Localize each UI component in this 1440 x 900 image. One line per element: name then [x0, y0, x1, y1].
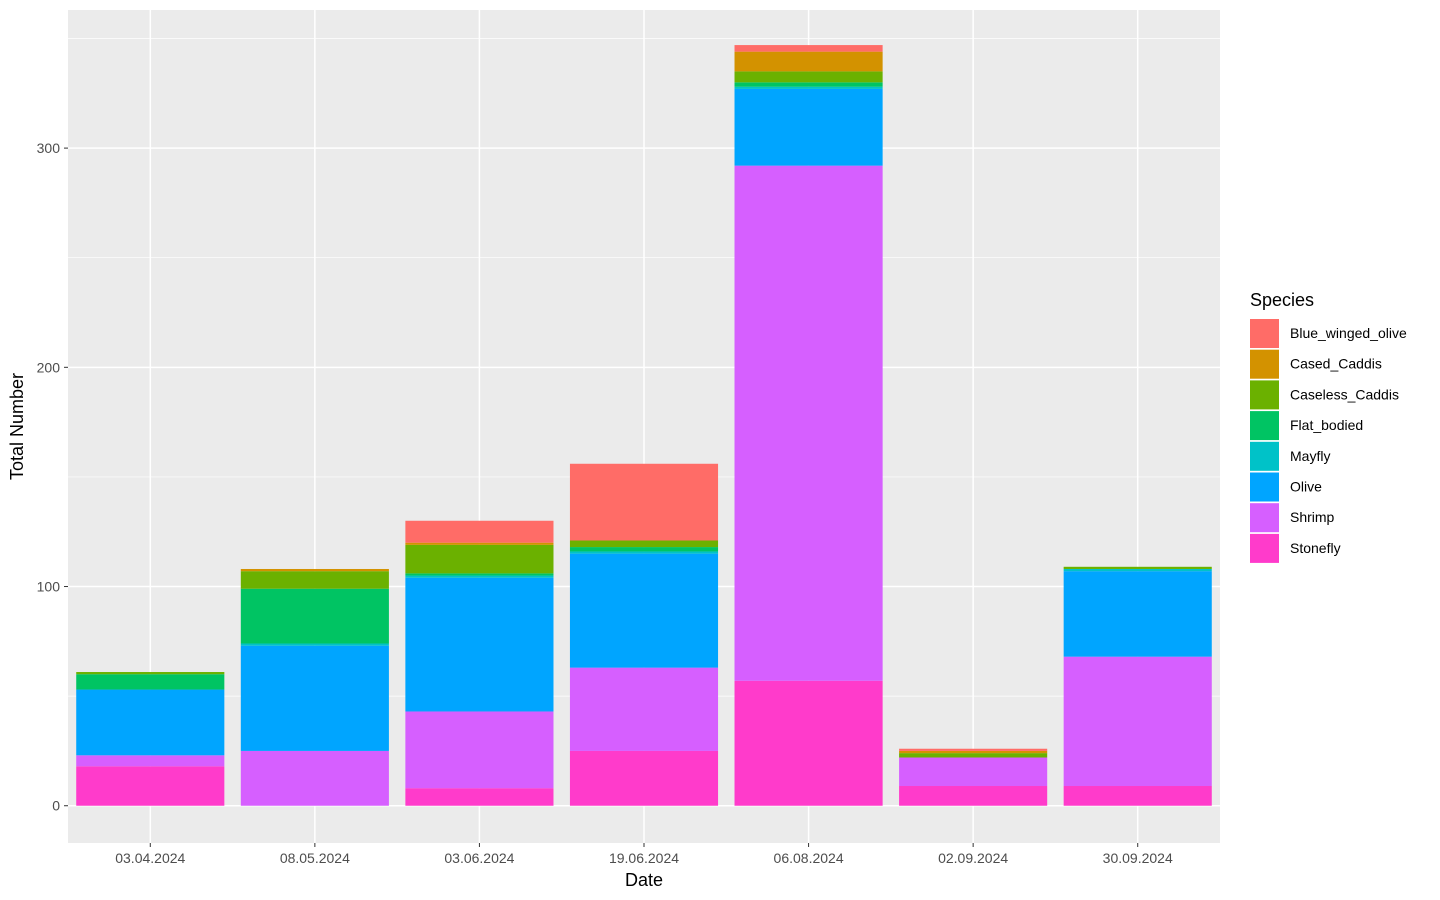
legend-key-flat-bodied: [1250, 411, 1279, 441]
bar-segment-blue-winged-olive-4: [734, 45, 883, 52]
bar-segment-mayfly-2: [405, 575, 554, 578]
x-tick-label: 06.08.2024: [774, 850, 844, 866]
x-axis: 03.04.2024 08.05.2024 03.06.2024 19.06.2024…: [115, 843, 1173, 866]
y-axis-title: Total Number: [7, 373, 27, 480]
legend-key-shrimp: [1250, 503, 1279, 533]
y-tick-label: 200: [37, 359, 61, 375]
bar-segment-olive-6: [1063, 571, 1212, 657]
bar-segment-shrimp-2: [405, 711, 554, 789]
legend-label: Caseless_Caddis: [1290, 386, 1399, 402]
legend-label: Blue_winged_olive: [1290, 325, 1407, 341]
bar-segment-caseless-caddis-6: [1063, 566, 1212, 569]
x-tick-label: 03.06.2024: [444, 850, 514, 866]
bar-segment-blue-winged-olive-3: [569, 463, 719, 541]
bar-segment-flat-bodied-2: [405, 573, 554, 576]
bar-segment-shrimp-4: [734, 165, 883, 681]
legend-key-mayfly: [1250, 441, 1279, 471]
legend-key-stonefly: [1250, 533, 1279, 563]
bar-segment-olive-3: [569, 553, 719, 668]
bar-segment-shrimp-1: [240, 750, 389, 806]
bar-segment-caseless-caddis-1: [240, 571, 389, 589]
bar-segment-stonefly-0: [76, 766, 225, 806]
legend-label: Shrimp: [1290, 509, 1335, 525]
bar-segment-olive-4: [734, 88, 883, 166]
bar-segment-caseless-caddis-5: [899, 753, 1048, 758]
bar-segment-stonefly-4: [734, 680, 883, 806]
y-tick-label: 0: [52, 798, 60, 814]
legend-key-cased-caddis: [1250, 349, 1279, 379]
bar-segment-flat-bodied-1: [240, 588, 389, 644]
legend-key-olive: [1250, 472, 1279, 502]
bar-segment-stonefly-2: [405, 788, 554, 806]
x-tick-label: 30.09.2024: [1103, 850, 1173, 866]
bar-segment-olive-0: [76, 689, 225, 756]
bar-segment-cased-caddis-5: [899, 750, 1048, 754]
x-tick-label: 03.04.2024: [115, 850, 185, 866]
x-axis-title: Date: [625, 870, 663, 890]
legend: Species Blue_winged_olive Cased_Caddis Cas…: [1250, 290, 1407, 563]
bar-segment-flat-bodied-3: [569, 547, 719, 552]
bar-segment-mayfly-1: [240, 643, 389, 646]
legend-label: Stonefly: [1290, 540, 1341, 556]
bar-segment-olive-1: [240, 645, 389, 751]
legend-title: Species: [1250, 290, 1314, 310]
bar-segment-stonefly-5: [899, 786, 1048, 806]
bar-segment-shrimp-6: [1063, 656, 1212, 787]
bar-segment-shrimp-0: [76, 755, 225, 767]
bar-segment-cased-caddis-4: [734, 51, 883, 72]
bar-segment-stonefly-6: [1063, 786, 1212, 806]
bar-segment-cased-caddis-1: [240, 568, 389, 572]
bar-segment-mayfly-6: [1063, 568, 1212, 572]
bar-segment-blue-winged-olive-5: [899, 748, 1048, 751]
x-tick-label: 02.09.2024: [938, 850, 1008, 866]
bar-segment-cased-caddis-2: [405, 542, 554, 545]
bar-segment-shrimp-3: [569, 667, 719, 751]
bar-segment-flat-bodied-0: [76, 674, 225, 690]
bar-segment-olive-2: [405, 577, 554, 712]
legend-label: Flat_bodied: [1290, 417, 1363, 433]
bar-segment-mayfly-4: [734, 86, 883, 89]
legend-key-caseless-caddis: [1250, 380, 1279, 410]
legend-label: Cased_Caddis: [1290, 356, 1382, 372]
legend-label: Olive: [1290, 479, 1322, 495]
y-tick-label: 300: [37, 140, 61, 156]
bar-segment-blue-winged-olive-2: [405, 520, 554, 543]
legend-label: Mayfly: [1290, 448, 1330, 464]
bar-segment-caseless-caddis-2: [405, 544, 554, 574]
legend-key-blue-winged-olive: [1250, 319, 1279, 348]
y-axis: 0 100 200 300: [37, 140, 68, 814]
bar-segment-caseless-caddis-0: [76, 672, 225, 675]
bar-segment-shrimp-5: [899, 757, 1048, 787]
x-tick-label: 19.06.2024: [609, 850, 679, 866]
bar-segment-stonefly-3: [569, 750, 719, 806]
bars: [76, 45, 1212, 806]
bar-segment-caseless-caddis-3: [569, 540, 719, 548]
bar-segment-caseless-caddis-4: [734, 71, 883, 83]
x-tick-label: 08.05.2024: [280, 850, 350, 866]
bar-segment-flat-bodied-4: [734, 82, 883, 87]
bar-segment-mayfly-3: [569, 551, 719, 554]
y-tick-label: 100: [37, 579, 61, 595]
